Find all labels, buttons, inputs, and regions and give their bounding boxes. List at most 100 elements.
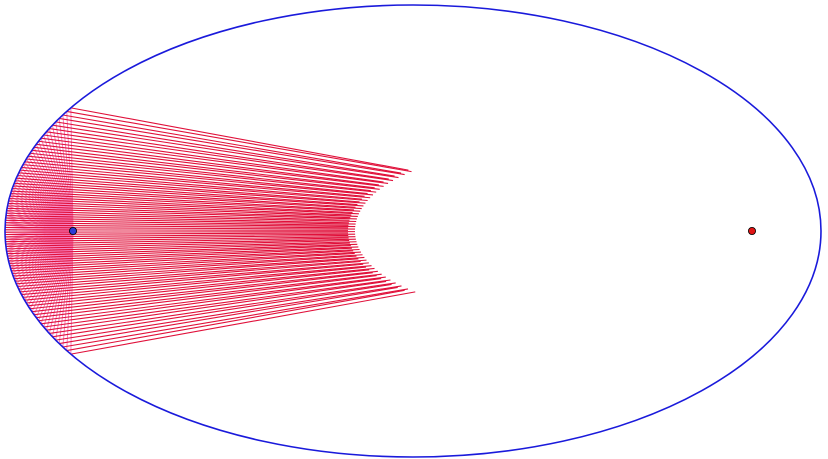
reflected-ray (40, 277, 382, 325)
reflected-ray (29, 270, 378, 310)
reflected-ray (9, 247, 352, 265)
reflected-ray (46, 280, 387, 331)
incident-ray (40, 230, 74, 325)
reflected-ray (9, 248, 360, 267)
reflected-ray (38, 276, 386, 322)
reflected-ray (36, 275, 377, 319)
reflected-ray (5, 224, 349, 229)
reflected-ray (36, 143, 384, 187)
reflected-ray (6, 239, 350, 250)
reflected-ray (38, 140, 379, 186)
reflected-ray (12, 252, 355, 275)
reflected-ray (5, 226, 356, 230)
reflected-ray (70, 291, 416, 355)
incident-ray (40, 137, 74, 232)
incident-ray (48, 230, 74, 334)
reflected-ray (5, 234, 349, 240)
reflected-ray (8, 202, 358, 217)
reflected-ray (9, 197, 359, 215)
reflected-ray (31, 272, 373, 313)
reflected-ray (18, 260, 361, 290)
reflected-ray (20, 169, 362, 200)
focus-right-point (748, 226, 757, 235)
reflected-ray (22, 164, 365, 197)
reflected-ray (12, 187, 362, 210)
reflected-ray (6, 210, 350, 221)
reflected-ray (13, 185, 356, 208)
reflected-ray (5, 238, 356, 248)
reflected-ray (10, 192, 361, 212)
reflected-ray (5, 222, 356, 228)
reflected-ray (7, 207, 357, 220)
reflected-ray (70, 107, 409, 171)
reflected-ray (15, 256, 365, 282)
reflected-ray (24, 161, 374, 196)
reflected-ray (33, 146, 375, 189)
reflected-ray (15, 180, 358, 206)
reflected-ray (7, 205, 351, 219)
reflected-ray (31, 149, 380, 190)
reflected-ray (11, 190, 354, 211)
reflected-ray (5, 232, 349, 236)
reflected-ray (26, 158, 368, 195)
reflected-ray (6, 212, 357, 223)
reflected-ray (18, 172, 368, 202)
reflected-ray (5, 219, 349, 226)
reflected-ray (8, 245, 351, 260)
reflected-ray (59, 286, 398, 345)
reflected-ray (52, 283, 392, 338)
reflected-ray (16, 258, 359, 285)
incident-ray (51, 125, 74, 232)
reflected-ray (55, 121, 395, 177)
reflected-ray (8, 246, 359, 262)
reflected-ray (62, 288, 409, 348)
reflected-ray (66, 110, 412, 173)
reflected-ray (14, 255, 357, 280)
reflected-rays (5, 107, 416, 355)
reflected-ray (13, 254, 363, 277)
reflected-ray (17, 259, 367, 288)
reflected-ray (5, 237, 349, 245)
reflected-ray (16, 177, 366, 204)
reflected-ray (26, 267, 375, 304)
reflected-ray (24, 266, 367, 301)
reflected-ray (27, 269, 370, 307)
reflected-ray (43, 134, 384, 183)
incident-ray (48, 128, 74, 232)
reflected-ray (9, 195, 353, 214)
reflected-ray (29, 152, 371, 192)
reflected-ray (21, 263, 364, 296)
reflected-ray (5, 233, 356, 238)
reflected-ray (21, 166, 371, 199)
reflected-ray (17, 174, 360, 203)
ellipse-curve (4, 4, 822, 458)
reflected-ray (20, 262, 369, 293)
reflected-ray (66, 289, 405, 352)
reflected-ray (7, 242, 350, 255)
reflected-ray (46, 131, 394, 182)
reflected-ray (43, 279, 391, 328)
reflected-ray (6, 241, 357, 252)
reflected-ray (49, 127, 389, 180)
reflected-ray (10, 250, 354, 270)
reflected-ray (27, 155, 377, 193)
reflected-ray (7, 243, 358, 257)
reflected-ray (62, 114, 402, 174)
reflected-ray (22, 265, 372, 298)
reflected-ray (49, 282, 396, 335)
reflected-ray (5, 217, 356, 225)
reflected-ray (5, 236, 356, 243)
reflected-ray (8, 200, 352, 216)
reflected-ray (5, 214, 349, 224)
focus-left-point (69, 226, 78, 235)
reflected-ray (33, 273, 382, 316)
reflected-ray (52, 124, 399, 179)
reflected-ray (55, 285, 402, 341)
reflected-ray (5, 231, 356, 233)
reflected-ray (40, 137, 389, 185)
reflected-ray (11, 251, 361, 272)
reflected-ray (5, 229, 349, 231)
reflected-ray (59, 117, 405, 176)
reflected-ray (14, 182, 364, 207)
